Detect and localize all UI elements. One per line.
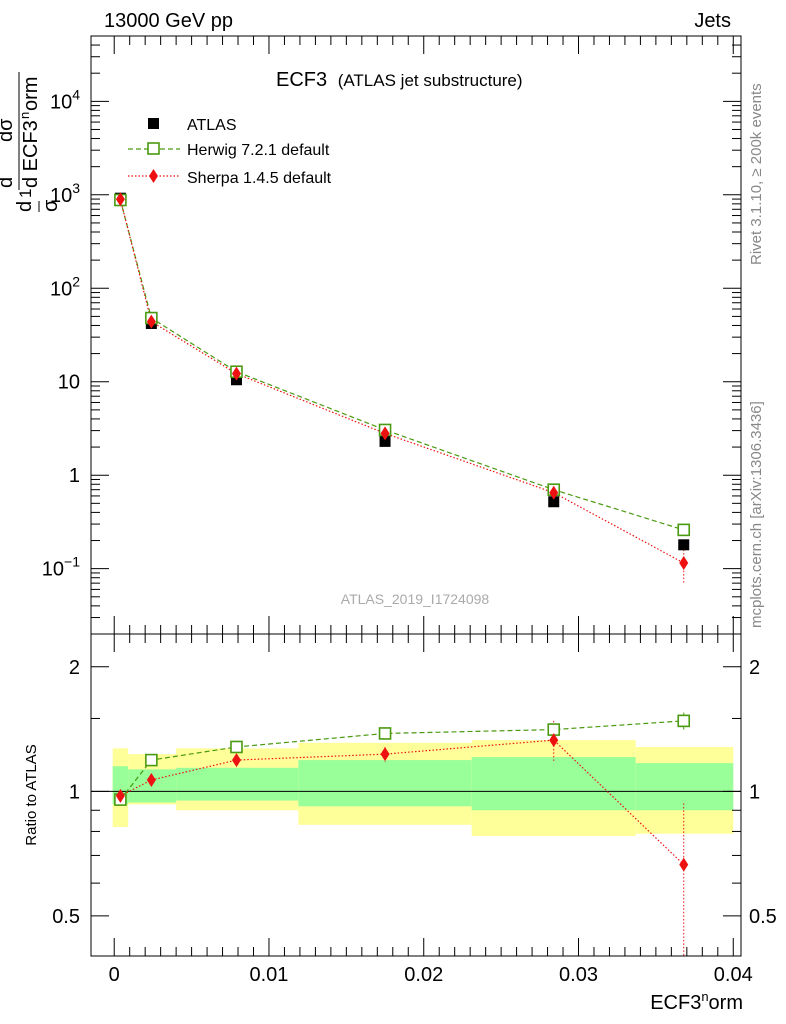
sherpa-data-point — [380, 426, 390, 441]
ratio-y-axis-label: Ratio to ATLAS — [23, 744, 40, 845]
header-energy-label: 13000 GeV pp — [104, 10, 233, 32]
ratio-sherpa-point — [115, 788, 125, 803]
ratio-herwig-point — [378, 727, 392, 740]
x-tick-label: 0.03 — [559, 964, 598, 986]
plot-title-main: ECF3 — [276, 69, 327, 91]
legend-entry-herwig: Herwig 7.2.1 default — [128, 142, 330, 159]
ratio-y-tick-label: 0.5 — [52, 906, 80, 928]
legend-atlas-label: ATLAS — [187, 117, 237, 134]
legend-sherpa-label: Sherpa 1.4.5 default — [187, 170, 332, 187]
y-label-decf: d ECF3 — [20, 120, 42, 188]
y-label-d: d — [14, 201, 36, 212]
main-y-tick-label: 1 — [69, 465, 80, 487]
ratio-band-inner — [635, 763, 734, 811]
sherpa-data-point — [679, 555, 689, 570]
x-tick-label: 0.01 — [250, 964, 289, 986]
legend-entry-sherpa: Sherpa 1.4.5 default — [128, 169, 332, 187]
atlas-data-point — [548, 496, 560, 508]
sherpa-data-point — [549, 485, 559, 500]
legend-entry-atlas: ATLAS — [148, 117, 237, 134]
herwig-line — [119, 199, 684, 531]
x-tick-label: 0.04 — [714, 964, 753, 986]
y-label-sigma: σ — [40, 199, 62, 212]
ratio-band-inner — [471, 757, 636, 811]
x-axis-label-n: n — [701, 989, 708, 1004]
sherpa-data-point — [231, 366, 241, 381]
y-label-d2: d — [0, 177, 17, 188]
ratio-herwig-point — [677, 714, 691, 728]
tick-exponent: 3 — [72, 180, 80, 196]
tick-exponent: −1 — [64, 554, 80, 570]
tick-exponent: 4 — [72, 86, 80, 102]
ratio-sherpa-point — [679, 857, 689, 872]
herwig-data-point — [677, 523, 691, 537]
rivet-version-label: Rivet 3.1.10, ≥ 200k events — [748, 83, 765, 265]
legend-sherpa-marker — [149, 169, 158, 183]
ratio-plot: 0 0.01 0.02 0.03 0.04 0.5 0.5 1 1 2 2 Ratio to ATL… — [23, 633, 777, 986]
ratio-herwig-point — [230, 740, 243, 754]
legend: ATLAS Herwig 7.2.1 default Sherpa 1.4.5 … — [128, 117, 332, 187]
sherpa-data-point — [115, 192, 125, 207]
main-y-axis-label: d σ 1 d dσ d ECF3 n orm — [0, 72, 62, 212]
x-axis-label: ECF3norm — [650, 989, 743, 1014]
ratio-band-inner — [298, 760, 472, 807]
sherpa-line — [119, 199, 685, 564]
ratio-sherpa-point — [549, 733, 559, 748]
x-tick-label: 0 — [109, 964, 120, 986]
mcplots-reference-label: mcplots.cern.ch [arXiv:1306.3436] — [748, 401, 765, 628]
ratio-plot-frame — [90, 633, 742, 957]
main-y-tick-label: 10 — [58, 372, 80, 394]
tick-base: 10 — [50, 91, 72, 113]
atlas-data-point — [678, 539, 690, 551]
main-y-tick-label: 102 — [50, 273, 80, 300]
ratio-sherpa-line — [120, 739, 685, 866]
main-y-tick-label: 104 — [50, 86, 80, 113]
main-y-tick-label: 103 — [50, 180, 80, 207]
ratio-y-tick-label-right: 1 — [749, 781, 760, 803]
header-jets-label: Jets — [694, 10, 731, 32]
ratio-y-tick-label-right: 0.5 — [749, 906, 777, 928]
atlas-data-point — [379, 435, 391, 447]
y-label-orm: orm — [20, 77, 42, 111]
plot-title-subtitle: (ATLAS jet substructure) — [338, 71, 523, 90]
legend-atlas-marker — [148, 118, 159, 129]
ratio-herwig-point — [145, 753, 158, 767]
tick-base: 10 — [42, 559, 64, 581]
ratio-y-tick-label-right: 2 — [749, 657, 760, 679]
legend-herwig-label: Herwig 7.2.1 default — [187, 142, 330, 159]
analysis-watermark: ATLAS_2019_I1724098 — [341, 591, 490, 607]
y-label-dsigma: dσ — [0, 118, 17, 142]
y-label-one: 1 — [16, 189, 35, 198]
ratio-sherpa-point — [231, 753, 241, 768]
ratio-sherpa-point — [146, 773, 156, 788]
x-tick-label: 0.02 — [404, 964, 443, 986]
ratio-herwig-line — [119, 720, 684, 800]
sherpa-data-point — [146, 314, 156, 329]
main-y-tick-label: 10−1 — [42, 554, 80, 581]
tick-base: 10 — [50, 278, 72, 300]
plot-title: ECF3 (ATLAS jet substructure) — [276, 69, 523, 91]
ratio-band-inner — [176, 767, 299, 801]
ratio-y-tick-label: 2 — [69, 657, 80, 679]
legend-herwig-marker — [147, 142, 160, 155]
tick-base: 10 — [50, 185, 72, 207]
ratio-sherpa-point — [380, 747, 390, 762]
tick-exponent: 2 — [72, 273, 80, 289]
x-axis-label-orm: orm — [709, 992, 743, 1014]
y-label-n: n — [17, 112, 32, 119]
ratio-y-tick-label: 1 — [69, 781, 80, 803]
